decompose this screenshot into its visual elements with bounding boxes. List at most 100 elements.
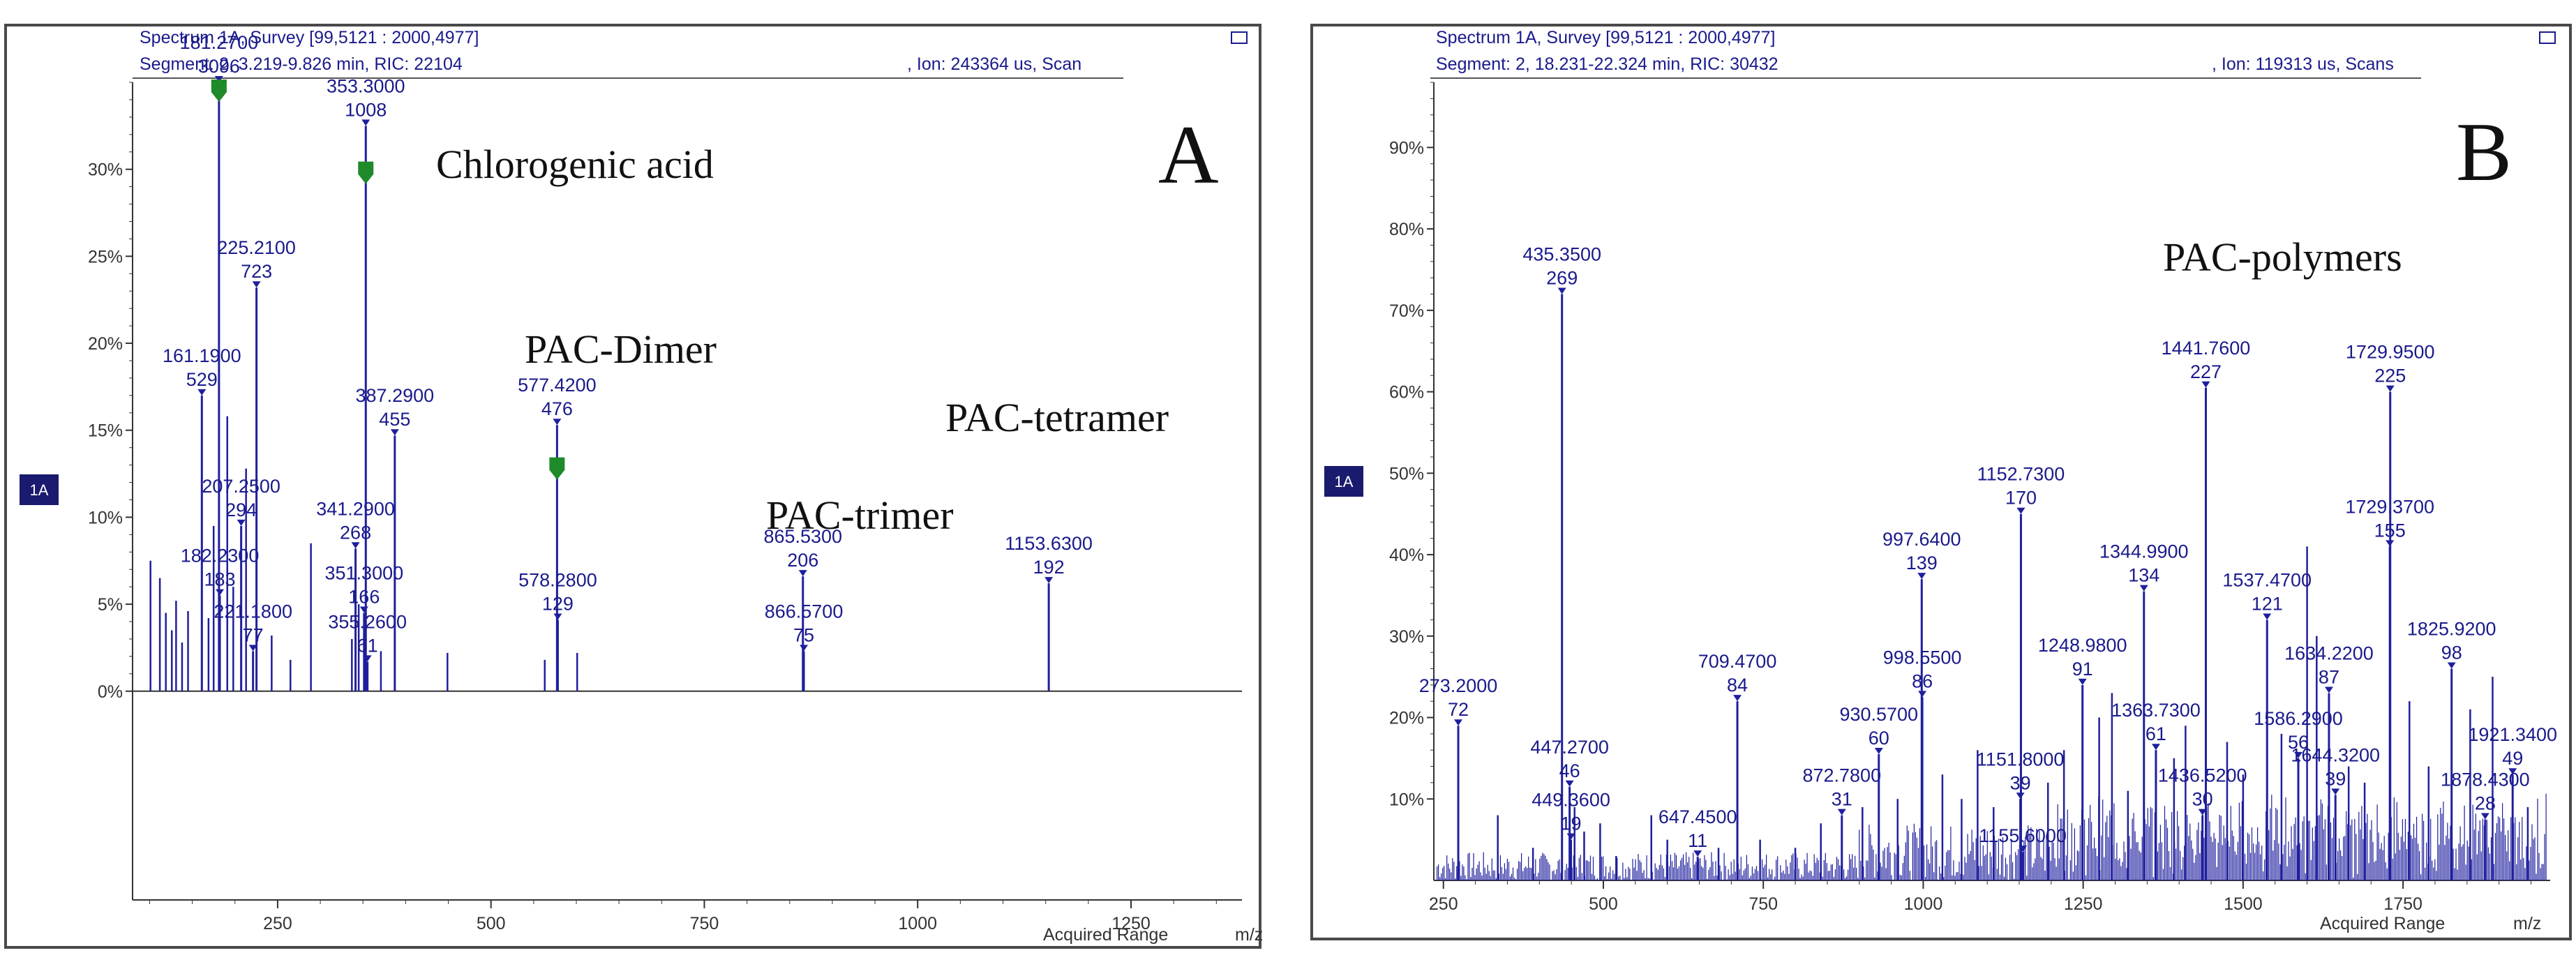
chart-b-peak-label: 447.2700 — [1530, 737, 1609, 758]
chart-a-x-tick-label: 500 — [477, 914, 506, 933]
chart-b-peak-label: 1537.4700 — [2222, 569, 2312, 590]
chart-a-peak-count: 166 — [348, 587, 380, 608]
chart-b-peak-count: 139 — [1906, 553, 1938, 573]
panel-b-window-button[interactable] — [2539, 31, 2556, 44]
chart-b-peak-tip — [2386, 385, 2395, 392]
chart-b-peak-label: 1825.9200 — [2407, 618, 2496, 639]
panel-a-window-button[interactable] — [1231, 31, 1248, 44]
chart-a-green-marker — [549, 457, 565, 480]
chart-a-peak-label: 355.2600 — [328, 611, 407, 632]
chart-a-peak-count: 77 — [243, 624, 264, 645]
chart-b-peak-tip — [2016, 507, 2025, 514]
chart-b-peak-tip — [1733, 695, 1742, 702]
chart-b-peak-tip — [2447, 662, 2456, 669]
chart-b-peak-tip — [2331, 788, 2340, 795]
chart-b-peak-tip — [1918, 691, 1927, 698]
chart-b-peak-label: 273.2000 — [1419, 675, 1498, 696]
chart-a-peak-count: 75 — [793, 624, 814, 645]
chart-b-peak-tip — [2139, 585, 2148, 592]
chart-a-peak-tip — [351, 542, 360, 549]
chart-b-peak-count: 19 — [1561, 813, 1582, 834]
chart-a-peak-label: 578.2800 — [518, 570, 597, 591]
chart-b-peak-label: 1878.4300 — [2441, 769, 2530, 790]
chart-a-peak-label: 341.2900 — [316, 498, 395, 519]
chart-a-green-marker — [358, 161, 374, 184]
chart-b-peak-tip — [1565, 780, 1574, 787]
panel-b-badge-label: 1A — [1335, 473, 1354, 490]
chart-b-peak-count: 11 — [1688, 830, 1707, 851]
chart-a-peak-tip — [363, 655, 372, 662]
chart-b-peak-tip — [2019, 846, 2028, 852]
panel-a: Spectrum 1A, Survey [99,5121 : 2000,4977… — [4, 24, 1263, 949]
chart-a-peak-tip — [216, 589, 225, 596]
chart-a-peak-count: 61 — [357, 635, 378, 656]
chart-b-peak-count: 84 — [1727, 675, 1748, 696]
chart-b-peak-label: 998.5500 — [1883, 647, 1962, 668]
panel-a-x-unit: m/z — [1235, 925, 1263, 945]
chart-a-y-tick-label: 20% — [88, 334, 123, 354]
chart-b-peak-count: 87 — [2319, 667, 2339, 688]
chart-a-peak-tip — [252, 281, 261, 288]
chart-a-y-tick-label: 0% — [98, 682, 123, 702]
chart-b-peak-label: 1644.3200 — [2291, 744, 2380, 765]
chart-b-peak-label: 930.5700 — [1839, 704, 1918, 725]
chart-b-peak-count: 31 — [1832, 789, 1852, 810]
chart-a-peak-tip — [798, 570, 807, 577]
chart-a-peak-count: 192 — [1033, 557, 1065, 578]
chart-a-peak-tip — [197, 389, 207, 396]
panel-b-header-line1: Spectrum 1A, Survey [99,5121 : 2000,4977… — [1436, 28, 1775, 47]
chart-a-peak-label: 181.2700 — [180, 32, 259, 53]
panel-a-badge-box — [20, 474, 59, 505]
chart-b-peak-label: 1441.7600 — [2162, 338, 2251, 359]
chart-a-y-tick-label: 25% — [88, 247, 123, 266]
chart-b-peak-label: 449.3600 — [1532, 790, 1610, 811]
chart-a-x-tick-label: 1000 — [898, 914, 937, 933]
panel-b-frame — [1310, 24, 2572, 940]
chart-a-peak-tip — [1044, 577, 1054, 584]
panel-b-x-unit: m/z — [2513, 914, 2541, 933]
chart-a-peak-label: 577.4200 — [518, 375, 597, 396]
annotation-pac-tetramer: PAC-tetramer — [945, 395, 1169, 440]
panel-b-badge-box — [1324, 466, 1363, 497]
panel-a-x-footer: Acquired Range — [1043, 925, 1168, 945]
chart-a-peak-label: 161.1900 — [163, 345, 241, 366]
panel-a-frame — [4, 24, 1261, 949]
chart-a-peak-label: 182.2300 — [181, 546, 260, 566]
chart-b-peak-tip — [1693, 850, 1702, 857]
chart-b-peak-tip — [1557, 287, 1566, 294]
chart-a-x-tick-label: 250 — [263, 914, 292, 933]
chart-a-peak-tip — [248, 645, 257, 652]
chart-b-peak-tip — [2294, 751, 2303, 758]
chart-b-peak-label: 872.7800 — [1802, 765, 1881, 786]
chart-b-x-tick-label: 500 — [1589, 894, 1618, 914]
annotation-chlorogenic-acid: Chlorogenic acid — [436, 142, 714, 187]
chart-b-peak-count: 86 — [1912, 670, 1933, 691]
chart-b-x-tick-label: 750 — [1748, 894, 1778, 914]
annotation-pac-trimer: PAC-trimer — [766, 493, 954, 538]
chart-b-x-tick-label: 1750 — [2383, 894, 2423, 914]
chart-b-peak-label: 435.3500 — [1522, 244, 1601, 265]
chart-b-peak-label: 1921.3400 — [2468, 724, 2557, 745]
annotation-pac-polymers: PAC-polymers — [2163, 234, 2402, 280]
chart-b-peak-tip — [2263, 613, 2272, 620]
panel-b-badge: 1A — [1324, 466, 1363, 497]
chart-a-peak-label: 225.2100 — [217, 237, 296, 258]
panel-a-badge: 1A — [20, 474, 59, 505]
chart-b-noise-peaks — [1437, 793, 2547, 880]
chart-a-peak-tip — [214, 76, 223, 82]
chart-b-peak-tip — [2480, 813, 2489, 820]
chart-a-y-tick-label: 15% — [88, 421, 123, 441]
chart-b-peak-label: 1634.2200 — [2284, 643, 2374, 664]
panel-b: Spectrum 1A, Survey [99,5121 : 2000,4977… — [1310, 24, 2572, 940]
chart-a-peak-tip — [237, 519, 246, 526]
chart-b-peak-tip — [2508, 768, 2517, 775]
chart-b-y-tick-label: 30% — [1389, 627, 1424, 647]
chart-b-peak-count: 61 — [2146, 723, 2166, 744]
chart-b-y-tick-label: 20% — [1389, 709, 1424, 728]
chart-b-peak-count: 39 — [2325, 768, 2346, 789]
chart-a-peak-count: 294 — [225, 499, 257, 520]
chart-b-peak-count: 134 — [2128, 565, 2159, 586]
chart-b-peak-label: 1248.9800 — [2038, 635, 2127, 656]
chart-b-peak-label: 647.4500 — [1658, 806, 1737, 827]
panel-a-header-line1: Spectrum 1A, Survey [99,5121 : 2000,4977… — [140, 28, 479, 47]
